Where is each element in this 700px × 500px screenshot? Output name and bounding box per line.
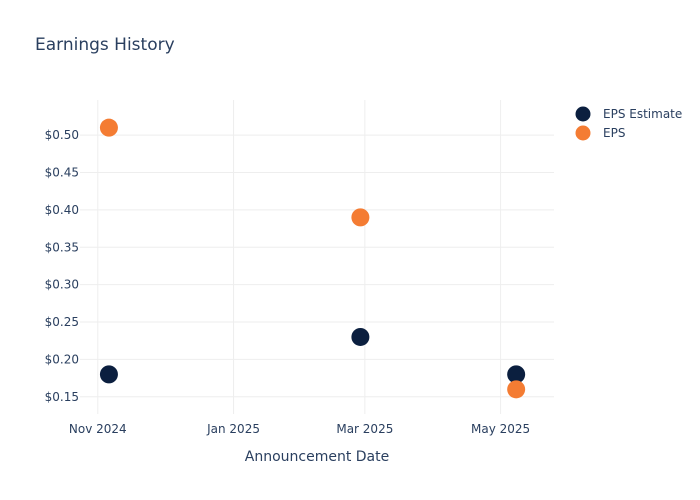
y-axis-ticks: $0.15 $0.20 $0.25 $0.30 $0.35 $0.40 $0.45 $0.50 [45, 128, 79, 404]
x-tick-label: Mar 2025 [336, 422, 393, 436]
data-points [99, 118, 526, 399]
y-tick-label: $0.35 [45, 240, 79, 254]
eps-point [351, 208, 370, 227]
grid [80, 100, 554, 414]
y-tick-label: $0.15 [45, 390, 79, 404]
legend: EPS Estimate EPS [575, 106, 682, 141]
y-tick-label: $0.20 [45, 352, 79, 366]
legend-label: EPS [603, 126, 625, 140]
legend-marker [575, 125, 591, 141]
x-axis-ticks: Nov 2024 Jan 2025 Mar 2025 May 2025 [69, 422, 530, 436]
eps-estimate-point [351, 327, 370, 346]
eps-estimate-point [99, 365, 118, 384]
eps-point [99, 118, 118, 137]
y-tick-label: $0.45 [45, 166, 79, 180]
x-axis-title: Announcement Date [245, 449, 389, 465]
y-tick-label: $0.50 [45, 128, 79, 142]
x-tick-label: May 2025 [471, 422, 530, 436]
eps-estimate-point [507, 365, 526, 384]
y-tick-label: $0.40 [45, 203, 79, 217]
legend-label: EPS Estimate [603, 107, 682, 121]
chart-title: Earnings History [35, 35, 175, 55]
x-tick-label: Jan 2025 [206, 422, 260, 436]
x-tick-label: Nov 2024 [69, 422, 127, 436]
y-tick-label: $0.25 [45, 315, 79, 329]
legend-marker [575, 106, 591, 122]
y-tick-label: $0.30 [45, 278, 79, 292]
eps-point [507, 380, 526, 399]
